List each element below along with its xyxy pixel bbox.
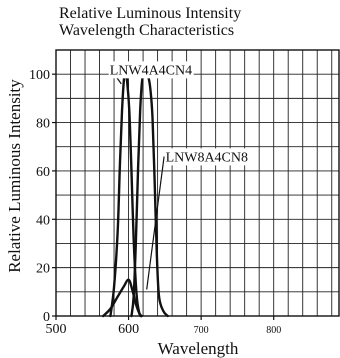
- annotation-layer: LNW4A4CN4 LNW8A4CN8: [108, 61, 250, 290]
- x-tick-label: 800: [266, 325, 281, 336]
- chart-title-line1: Relative Luminous Intensity: [59, 5, 242, 22]
- y-tick-label: 60: [36, 165, 50, 180]
- series-layer: [101, 71, 169, 318]
- plot-frame: [55, 49, 340, 317]
- y-tick-label: 40: [36, 213, 50, 228]
- x-tick-label: 500: [46, 322, 67, 337]
- y-tick-label: 80: [36, 117, 50, 132]
- series-annotation-label: LNW4A4CN4: [110, 63, 192, 78]
- y-tick-label: 0: [43, 310, 50, 325]
- x-tick-label: 700: [194, 325, 209, 336]
- series-annotation-label: LNW8A4CN8: [166, 150, 248, 165]
- y-axis-label: Relative Luminous Intensity: [5, 79, 24, 273]
- annotation-background: [108, 61, 194, 79]
- y-tick-label: 100: [29, 68, 50, 83]
- chart-title-line2: Wavelength Characteristics: [59, 22, 235, 39]
- tick-layer: 0 20 40 60 80 100 500 600 700 800: [29, 68, 281, 337]
- annotation-leader: [146, 156, 165, 290]
- x-tick-label: 600: [118, 322, 139, 337]
- x-axis-label: Wavelength: [158, 339, 239, 358]
- grid-layer: [56, 50, 339, 316]
- annotation-background: [164, 148, 250, 166]
- y-tick-label: 20: [36, 262, 50, 277]
